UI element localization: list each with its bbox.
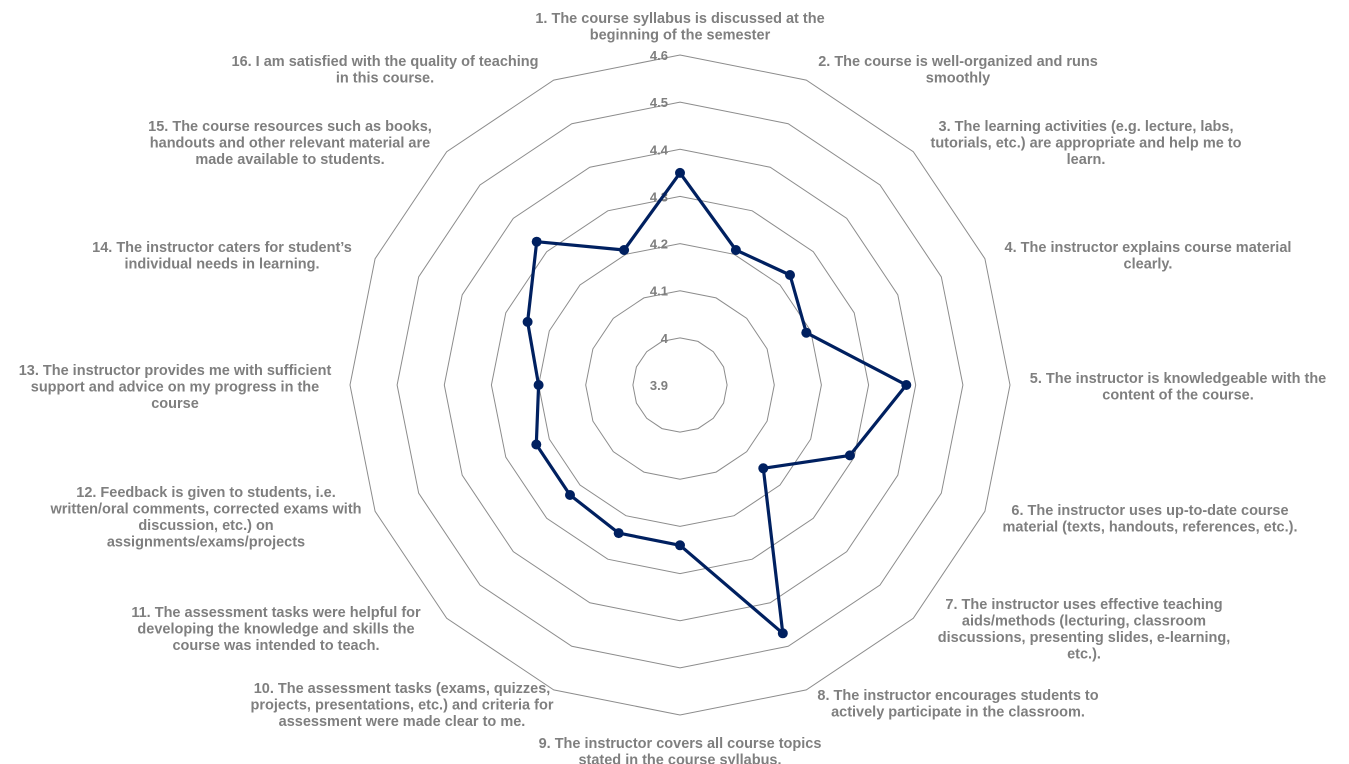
data-point	[730, 245, 741, 255]
category-label: 4. The instructor explains course materi…	[1005, 240, 1292, 273]
category-label: 13. The instructor provides me with suff…	[19, 363, 332, 412]
data-point	[844, 450, 855, 461]
data-point	[531, 439, 542, 450]
category-label: 5. The instructor is knowledgeable with …	[1030, 371, 1327, 404]
category-label: 8. The instructor encourages students to…	[817, 688, 1098, 721]
grid-ring	[632, 337, 728, 433]
tick-labels: 3.944.14.24.34.44.54.6	[650, 48, 669, 393]
grid-ring	[349, 54, 1011, 716]
category-label: 6. The instructor uses up-to-date course…	[1003, 503, 1298, 536]
grid-ring	[396, 101, 964, 669]
grid-ring	[585, 290, 775, 480]
category-label: 10. The assessment tasks (exams, quizzes…	[251, 681, 554, 730]
category-label: 7. The instructor uses effective teachin…	[938, 597, 1231, 663]
data-point	[675, 540, 685, 551]
data-point	[533, 380, 544, 390]
data-point	[777, 628, 788, 639]
data-point	[785, 270, 795, 280]
tick-label: 4.6	[650, 48, 668, 63]
grid-ring	[490, 195, 870, 575]
tick-label: 4	[661, 331, 669, 346]
series-layer	[522, 167, 912, 639]
category-label: 12. Feedback is given to students, i.e. w…	[49, 485, 361, 551]
tick-label: 4.4	[650, 142, 669, 157]
data-point	[613, 528, 624, 539]
data-point	[531, 236, 542, 247]
data-point	[522, 316, 533, 327]
category-label: 1. The course syllabus is discussed at t…	[535, 11, 824, 44]
category-label: 11. The assessment tasks were helpful fo…	[131, 605, 421, 654]
tick-label: 3.9	[650, 378, 668, 393]
tick-label: 4.2	[650, 237, 668, 252]
grid-ring	[538, 243, 822, 527]
tick-label: 4.1	[650, 284, 668, 299]
series-line	[525, 171, 908, 635]
category-label: 15. The course resources such as books, h…	[148, 119, 432, 168]
data-point	[758, 463, 769, 474]
category-label: 2. The course is well-organized and runs…	[818, 54, 1098, 87]
data-point	[901, 380, 912, 390]
data-point	[801, 327, 812, 338]
grid-ring	[443, 148, 917, 622]
data-point	[619, 245, 630, 255]
tick-label: 4.5	[650, 95, 668, 110]
category-label: 16. I am satisfied with the quality of t…	[232, 54, 539, 87]
data-point	[565, 490, 575, 500]
data-point	[675, 167, 685, 178]
category-label: 14. The instructor caters for student’s i…	[92, 240, 352, 273]
category-label: 9. The instructor covers all course topi…	[539, 736, 822, 764]
category-labels: 1. The course syllabus is discussed at t…	[19, 11, 1327, 764]
category-label: 3. The learning activities (e.g. lecture…	[930, 119, 1241, 168]
